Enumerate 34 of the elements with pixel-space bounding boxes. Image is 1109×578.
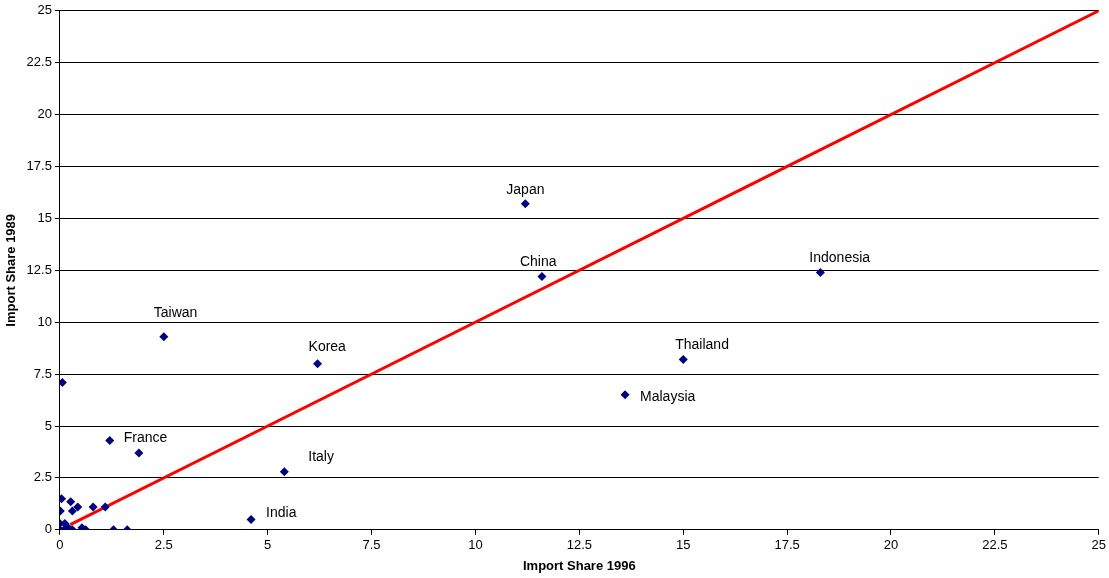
y-tick-label: 0 [44,521,52,537]
annotation: India [266,504,297,521]
annotation: Korea [308,337,347,354]
y-tick-label: 20 [37,106,52,122]
x-tick-label: 0 [56,537,64,553]
annotation: Indonesia [809,249,871,266]
y-tick-label: 22.5 [26,54,52,70]
y-tick-label: 5 [44,417,52,433]
y-tick-label: 2.5 [33,469,52,485]
y-tick-label: 12.5 [26,261,52,277]
x-axis-title: Import Share 1996 [522,557,636,573]
x-tick-label: 7.5 [362,537,381,553]
y-tick-label: 10 [37,313,52,329]
annotation: China [519,253,557,270]
y-tick-label: 25 [37,2,52,18]
x-tick-label: 5 [264,537,272,553]
x-tick-label: 12.5 [566,537,592,553]
annotation: Japan [506,180,545,197]
annotation: Italy [308,447,334,464]
x-tick-label: 2.5 [154,537,173,553]
y-tick-label: 17.5 [26,158,52,174]
y-tick-label: 7.5 [33,365,52,381]
x-tick-label: 17.5 [774,537,800,553]
x-tick-label: 20 [883,537,899,553]
x-tick-label: 10 [468,537,483,553]
annotation: Taiwan [153,303,198,320]
x-tick-label: 22.5 [982,537,1008,553]
annotation: France [123,429,168,446]
annotation: Thailand [675,336,729,353]
y-tick-label: 15 [37,209,52,225]
x-tick-label: 25 [1091,537,1106,553]
y-axis-title: Import Share 1989 [3,213,19,327]
annotation: Malaysia [640,387,696,404]
x-tick-label: 15 [675,537,691,553]
